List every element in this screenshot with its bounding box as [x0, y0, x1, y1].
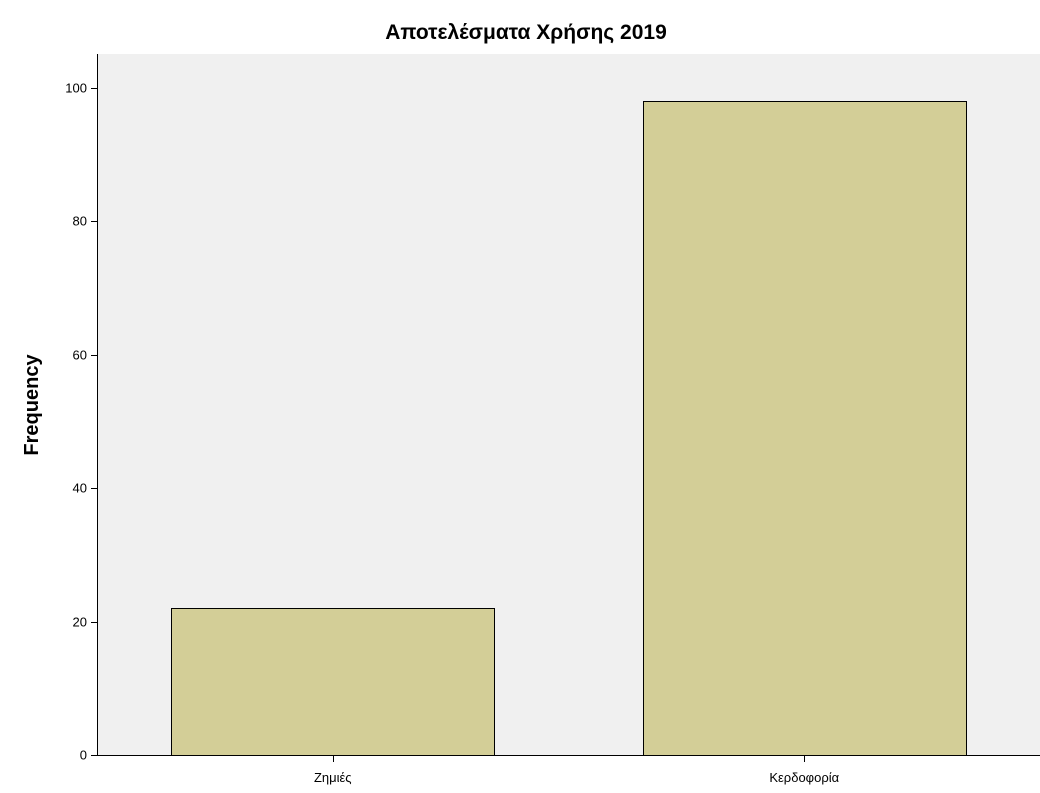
y-tick-label: 40 [73, 481, 87, 496]
x-tick-label: Κερδοφορία [769, 770, 839, 785]
y-tick-label: 80 [73, 214, 87, 229]
bar [171, 608, 495, 756]
y-axis-title: Frequency [21, 354, 43, 456]
y-tick-label: 0 [80, 748, 87, 763]
bars [171, 101, 967, 756]
x-axis-ticks: Ζημιές Κερδοφορία [314, 755, 840, 785]
y-axis-ticks: 0 20 40 60 80 100 [65, 81, 97, 763]
x-tick-label: Ζημιές [314, 770, 352, 785]
y-tick-label: 20 [73, 615, 87, 630]
bar [643, 101, 967, 756]
y-tick-label: 100 [65, 81, 87, 96]
chart-title: Αποτελέσματα Χρήσης 2019 [385, 21, 667, 44]
y-tick-label: 60 [73, 348, 87, 363]
